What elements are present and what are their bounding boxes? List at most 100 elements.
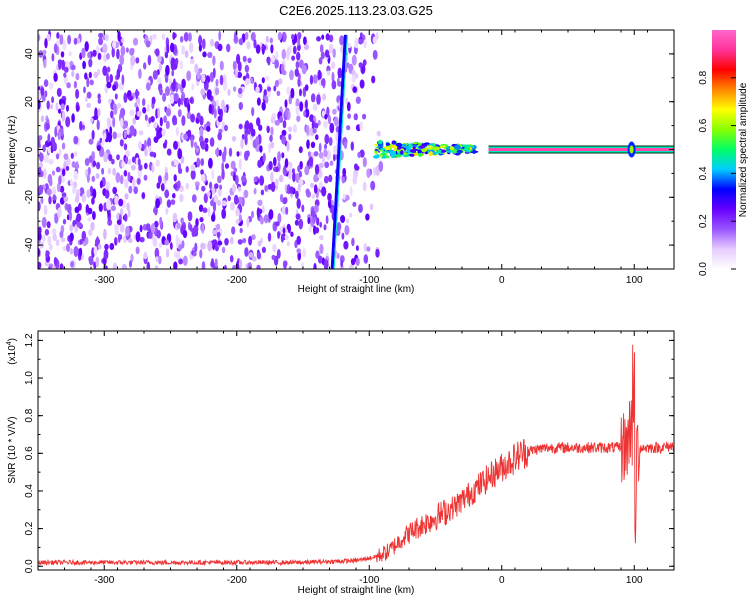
heatmap-cell (66, 82, 71, 89)
heatmap-cell (42, 168, 47, 179)
heatmap-cell (203, 193, 208, 204)
heatmap-cell (201, 74, 206, 83)
heatmap-cell (109, 74, 113, 83)
heatmap-cell (106, 81, 112, 89)
heatmap-cell (156, 182, 161, 189)
heatmap-cell (277, 231, 280, 240)
heatmap-cell (349, 212, 353, 218)
heatmap-cell (329, 122, 335, 134)
heatmap-cell (69, 232, 74, 242)
heatmap-cell (255, 136, 260, 146)
heatmap-cell (150, 116, 155, 123)
heatmap-cell (246, 41, 251, 50)
heatmap-cell (325, 215, 329, 225)
heatmap-cell (291, 55, 295, 61)
heatmap-cell (256, 251, 261, 260)
y-tick-label: 0.6 (24, 446, 35, 460)
heatmap-cell (64, 66, 69, 73)
heatmap-cell (108, 98, 112, 104)
heatmap-cell (313, 262, 317, 269)
y-tick-label: 40 (24, 48, 35, 60)
heatmap-cell (253, 188, 257, 195)
heatmap-cell (346, 125, 351, 131)
heatmap-cell (139, 236, 145, 243)
heatmap-cell (62, 246, 67, 251)
heatmap-cell (182, 255, 188, 266)
heatmap-cell (103, 228, 107, 240)
x-tick-label: -300 (94, 275, 114, 286)
heatmap-cell (222, 74, 227, 83)
heatmap-cell (135, 246, 140, 255)
heatmap-cell (255, 86, 260, 94)
heatmap-cell (56, 32, 60, 39)
heatmap-cell (298, 146, 303, 154)
heatmap-cell (63, 153, 69, 161)
heatmap-cell (208, 103, 213, 114)
heatmap-cell (106, 53, 110, 60)
heatmap-cell (277, 151, 281, 163)
heatmap-cell (88, 257, 94, 266)
heatmap-cell (317, 69, 322, 81)
heatmap-cell (326, 70, 331, 76)
heatmap-cell (201, 261, 206, 269)
heatmap-cell (91, 129, 95, 140)
heatmap-cell (179, 60, 184, 70)
heatmap-cell (116, 219, 122, 225)
heatmap-cell (96, 145, 101, 152)
heatmap-cell (148, 117, 152, 124)
heatmap-cell (240, 138, 244, 150)
heatmap-cell (62, 218, 67, 225)
heatmap-cell (154, 247, 160, 259)
heatmap-cell (228, 147, 233, 157)
heatmap-cell (38, 261, 42, 269)
heatmap-cell (256, 117, 261, 127)
heatmap-cell (307, 151, 311, 158)
heatmap-cell (217, 43, 223, 52)
heatmap-cell (142, 98, 146, 107)
heatmap-cell (393, 145, 398, 149)
heatmap-cell (268, 209, 274, 220)
heatmap-cell (372, 49, 378, 60)
heatmap-cell (38, 161, 43, 169)
heatmap-cell (391, 140, 397, 145)
heatmap-cell (340, 259, 344, 268)
heatmap-cell (76, 104, 80, 112)
heatmap-cell (342, 167, 347, 177)
heatmap-cell (328, 136, 333, 146)
heatmap-cell (66, 243, 70, 252)
heatmap-cell (179, 193, 184, 203)
heatmap-cell (297, 183, 301, 190)
heatmap-cell (234, 174, 239, 186)
heatmap-cell (84, 41, 89, 52)
heatmap-cell (92, 160, 97, 167)
heatmap-cell (238, 87, 243, 95)
heatmap-cell (301, 204, 305, 213)
heatmap-cell (69, 224, 74, 232)
heatmap-cell (276, 249, 281, 259)
heatmap-cell (88, 229, 93, 236)
heatmap-cell (376, 130, 381, 137)
heatmap-cell (232, 184, 236, 193)
heatmap-cell (313, 204, 319, 213)
heatmap-cell (303, 110, 307, 117)
heatmap-cell (127, 171, 131, 182)
heatmap-cell (165, 86, 170, 97)
heatmap-cell (286, 141, 290, 152)
heatmap-cell (55, 102, 59, 112)
heatmap-cell (288, 265, 292, 269)
heatmap-cell (304, 99, 308, 110)
heatmap-cell (304, 84, 309, 92)
heatmap-cell (274, 179, 279, 187)
heatmap-cell (365, 213, 370, 221)
heatmap-cell (209, 189, 213, 200)
heatmap-cell (59, 34, 64, 45)
heatmap-cell (279, 115, 284, 123)
heatmap-cell (308, 156, 314, 167)
heatmap-cell (351, 237, 355, 247)
heatmap-cell (236, 71, 243, 79)
heatmap-cell (59, 197, 65, 205)
heatmap-cell (313, 151, 319, 157)
heatmap-cell (56, 40, 61, 47)
heatmap-cell (114, 226, 119, 236)
heatmap-cell (323, 224, 327, 231)
